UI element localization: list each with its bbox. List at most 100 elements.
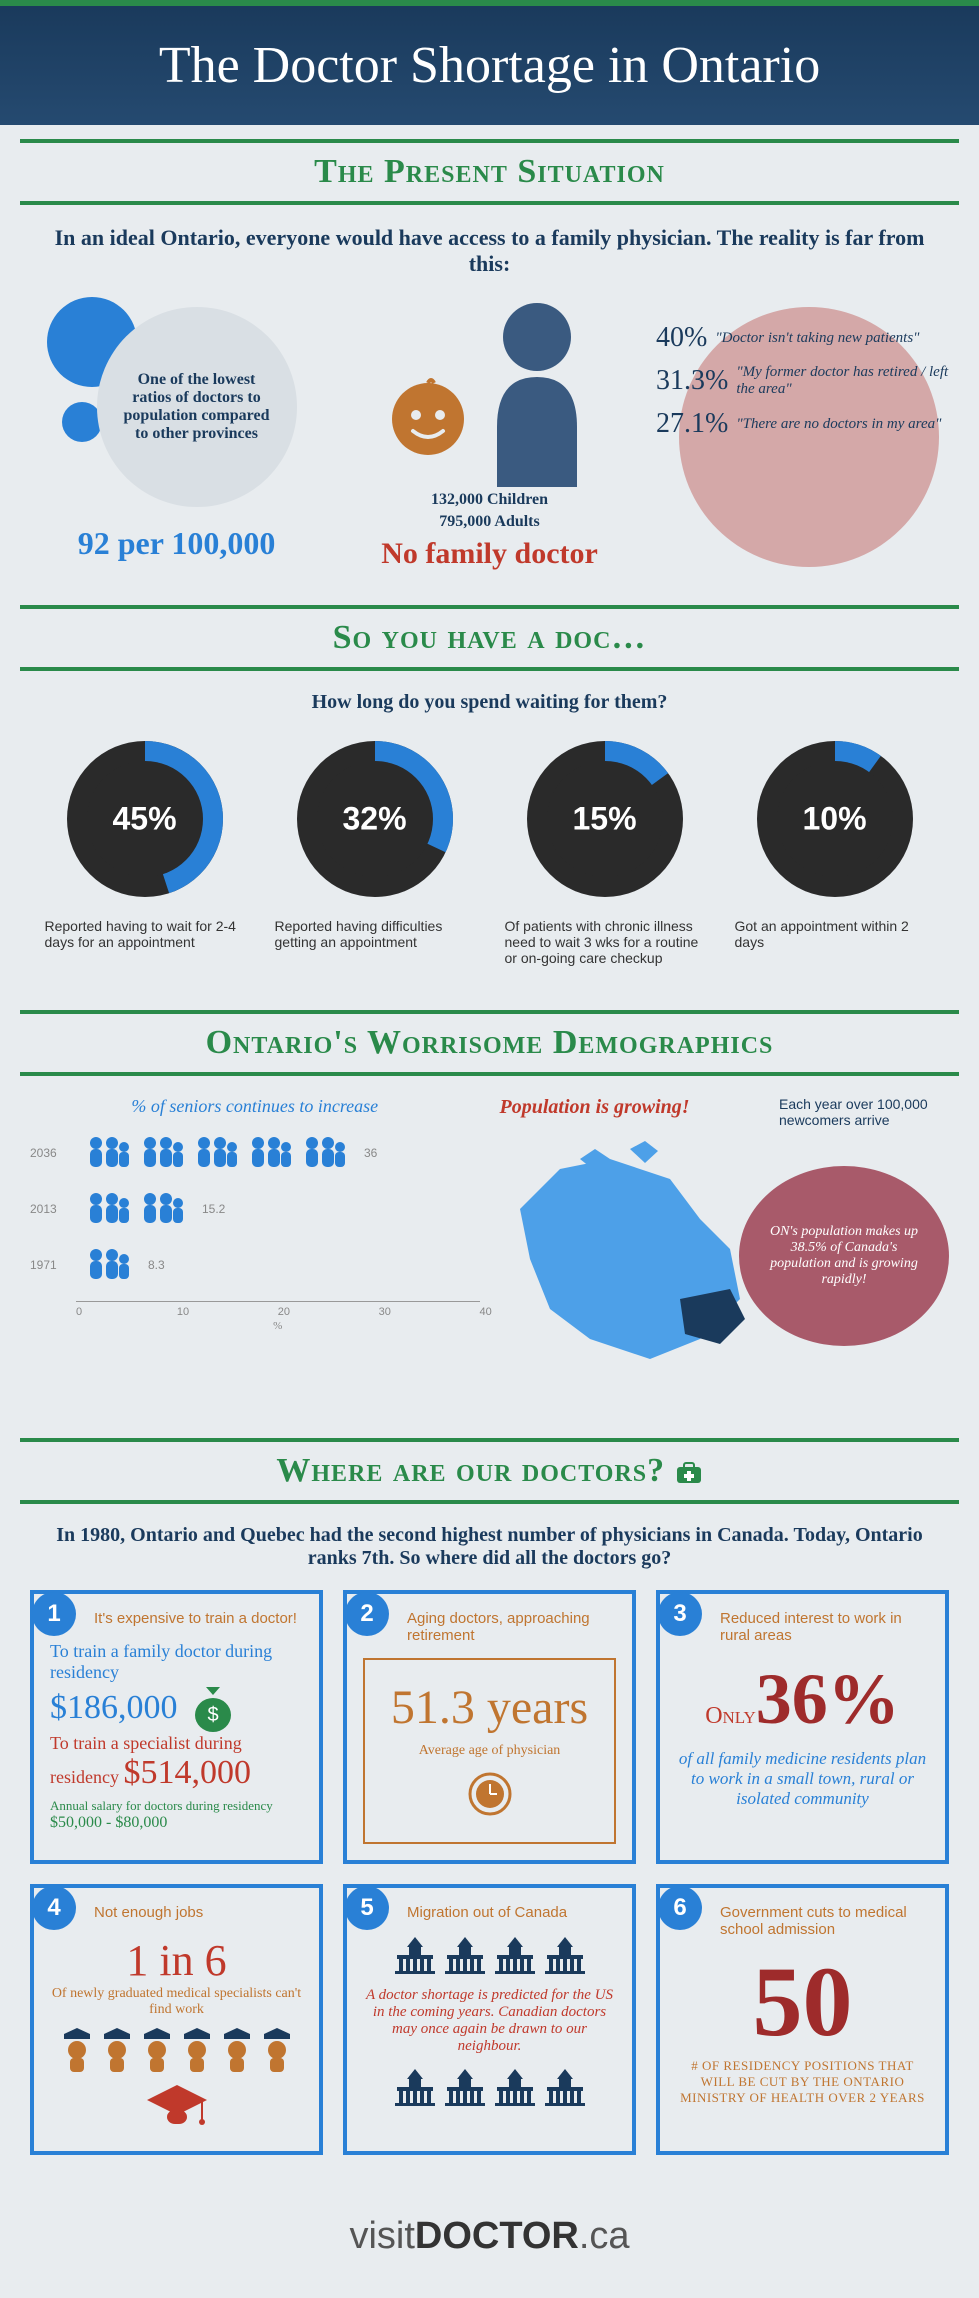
donut-card: 10% Got an appointment within 2 days (735, 734, 935, 966)
axis-tick: 30 (379, 1306, 391, 1318)
capitol-icon (543, 1935, 587, 1975)
reason-card: 2 Aging doctors, approaching retirement … (343, 1590, 636, 1864)
capitol-icon (493, 1935, 537, 1975)
bar-row: 1971 8.3 (30, 1245, 480, 1285)
card-number: 5 (345, 1886, 389, 1930)
bar-icons (84, 1133, 350, 1173)
bar-value: 8.3 (148, 1258, 165, 1272)
section-heading-present: The Present Situation (20, 139, 959, 205)
graduate-icon (220, 2028, 254, 2072)
ratio-circle: One of the lowest ratios of doctors to p… (97, 307, 297, 507)
card-body: 50 # OF RESIDENCY POSITIONS THAT WILL BE… (676, 1952, 929, 2106)
reason-card: 4 Not enough jobs 1 in 6 Of newly gradua… (30, 1884, 323, 2155)
newcomers-text: Each year over 100,000 newcomers arrive (779, 1096, 939, 1128)
bar-year: 1971 (30, 1258, 76, 1272)
axis-tick: 20 (278, 1306, 290, 1318)
reason-text: "Doctor isn't taking new patients" (715, 330, 919, 347)
population-panel: Population is growing! Each year over 10… (500, 1096, 950, 1394)
footer-suf: .ca (579, 2215, 630, 2257)
demo-section: % of seniors continues to increase 2036 … (20, 1096, 959, 1424)
donut-chart: 15% (520, 734, 690, 904)
card-number: 2 (345, 1592, 389, 1636)
no-doctor-column: 132,000 Children 795,000 Adults No famil… (343, 297, 636, 571)
bar-value: 36 (364, 1146, 377, 1160)
donut-desc: Reported having to wait for 2-4 days for… (45, 918, 245, 950)
donut-chart: 32% (290, 734, 460, 904)
donut-card: 45% Reported having to wait for 2-4 days… (45, 734, 245, 966)
graduate-icon (140, 2028, 174, 2072)
graduate-icon (100, 2028, 134, 2072)
section-heading-text: So you have a doc… (30, 619, 949, 657)
bar-row: 2013 15.2 (30, 1189, 480, 1229)
section-heading-where: Where are our doctors? (20, 1438, 959, 1504)
footer-bold: DOCTOR (415, 2215, 579, 2257)
axis-tick: 10 (177, 1306, 189, 1318)
reason-pct: 40% (656, 322, 707, 354)
svg-text:$: $ (207, 1704, 218, 1726)
donut-card: 15% Of patients with chronic illness nee… (505, 734, 705, 966)
donut-chart: 45% (60, 734, 230, 904)
moneybag-icon: $ (188, 1683, 238, 1733)
card-title: Government cuts to medical school admiss… (720, 1904, 929, 1938)
donut-desc: Of patients with chronic illness need to… (505, 918, 705, 966)
section-heading-demo: Ontario's Worrisome Demographics (20, 1010, 959, 1076)
where-intro: In 1980, Ontario and Quebec had the seco… (20, 1524, 959, 1590)
wait-section: How long do you spend waiting for them? … (20, 691, 959, 996)
capitol-icon (443, 1935, 487, 1975)
card-title: It's expensive to train a doctor! (94, 1610, 303, 1627)
ratio-column: One of the lowest ratios of doctors to p… (30, 297, 323, 562)
reason-card: 6 Government cuts to medical school admi… (656, 1884, 949, 2155)
where-heading-text: Where are our doctors? (276, 1452, 665, 1489)
reason-pct: 31.3% (656, 365, 728, 397)
reason-card: 3 Reduced interest to work in rural area… (656, 1590, 949, 1864)
reason-item: 27.1%"There are no doctors in my area" (656, 408, 949, 440)
adults-count: 795,000 Adults (343, 513, 636, 531)
capitol-icon (443, 2067, 487, 2107)
footer-pre: visit (349, 2215, 414, 2257)
decor-circle (62, 402, 102, 442)
seniors-chart: % of seniors continues to increase 2036 … (30, 1096, 480, 1394)
section-heading-text: Where are our doctors? (30, 1452, 949, 1490)
reason-card: 5 Migration out of Canada A doctor short… (343, 1884, 636, 2155)
card-title: Reduced interest to work in rural areas (720, 1610, 929, 1644)
wait-subheading: How long do you spend waiting for them? (20, 691, 959, 734)
adult-icon (477, 297, 597, 487)
children-count: 132,000 Children (343, 491, 636, 509)
population-bubble: ON's population makes up 38.5% of Canada… (739, 1166, 949, 1346)
seniors-title: % of seniors continues to increase (30, 1096, 480, 1117)
present-intro: In an ideal Ontario, everyone would have… (20, 225, 959, 297)
capitol-icon (393, 2067, 437, 2107)
donut-label: 45% (112, 801, 176, 838)
card-title: Not enough jobs (94, 1904, 303, 1921)
bar-year: 2013 (30, 1202, 76, 1216)
reason-pct: 27.1% (656, 408, 728, 440)
donut-chart: 10% (750, 734, 920, 904)
card-number: 3 (658, 1592, 702, 1636)
donut-label: 15% (572, 801, 636, 838)
axis-tick: 40 (480, 1306, 492, 1318)
bar-value: 15.2 (202, 1202, 225, 1216)
capitol-icon (543, 2067, 587, 2107)
card-title: Migration out of Canada (407, 1904, 616, 1921)
card-title: Aging doctors, approaching retirement (407, 1610, 616, 1644)
reason-text: "My former doctor has retired / left the… (736, 364, 949, 398)
grad-cap-icon (142, 2080, 212, 2130)
card-body: To train a family doctor during residenc… (50, 1641, 303, 1832)
bar-icons (84, 1245, 134, 1285)
section-heading-text: The Present Situation (30, 153, 949, 191)
donut-label: 10% (802, 801, 866, 838)
footer: visitDOCTOR.ca (0, 2185, 979, 2298)
bar-row: 2036 36 (30, 1133, 480, 1173)
reason-card: 1 It's expensive to train a doctor! To t… (30, 1590, 323, 1864)
graduate-icon (60, 2028, 94, 2072)
present-section: In an ideal Ontario, everyone would have… (20, 225, 959, 591)
capitol-icon (393, 1935, 437, 1975)
axis-label: % (76, 1320, 480, 1332)
no-family-doctor-text: No family doctor (343, 537, 636, 571)
card-body: Only36% of all family medicine residents… (676, 1658, 929, 1809)
card-body: A doctor shortage is predicted for the U… (363, 1935, 616, 2107)
card-number: 1 (32, 1592, 76, 1636)
axis-tick: 0 (76, 1306, 82, 1318)
section-heading-wait: So you have a doc… (20, 605, 959, 671)
section-heading-text: Ontario's Worrisome Demographics (30, 1024, 949, 1062)
